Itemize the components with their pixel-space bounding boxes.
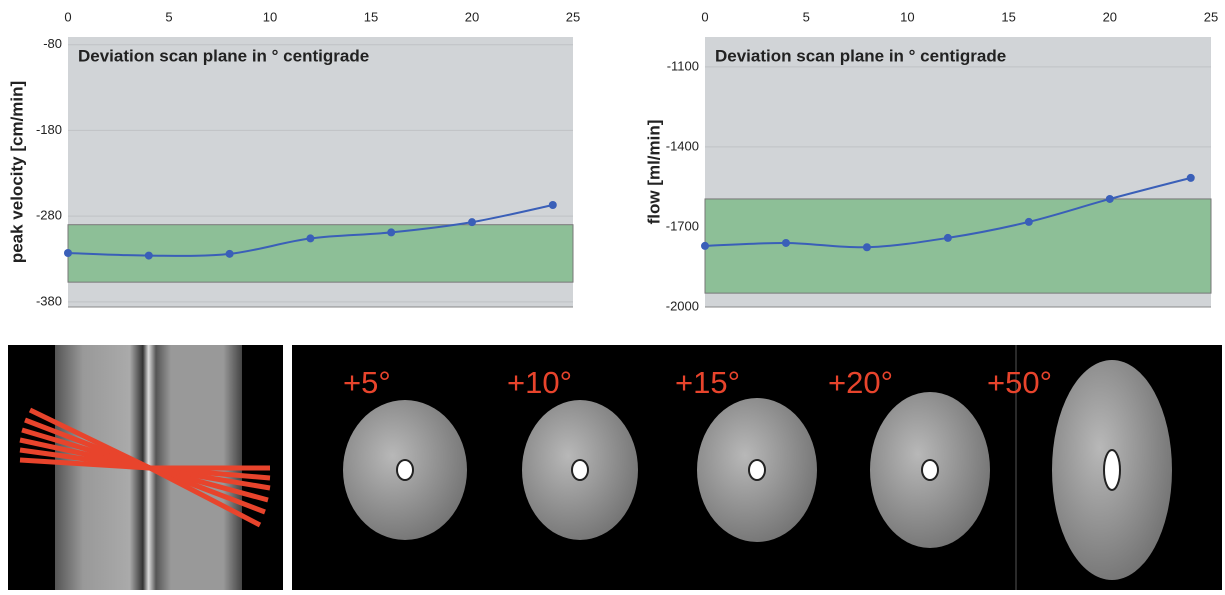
annotation: Deviation scan plane in ° centigrade	[78, 46, 369, 65]
point	[1105, 194, 1114, 203]
x-tick-label: 15	[364, 9, 378, 24]
y-tick-label: -380	[36, 293, 62, 308]
x-tick-label: 10	[263, 9, 277, 24]
point	[943, 233, 952, 242]
x-tick-label: 0	[701, 9, 708, 24]
vessel	[748, 459, 766, 481]
y-axis-label: peak velocity [cm/min]	[7, 81, 26, 263]
image-label: +5°	[343, 365, 391, 400]
vessel	[571, 459, 589, 481]
x-tick-label: 20	[1103, 9, 1117, 24]
point	[387, 228, 396, 237]
image-label: +10°	[507, 365, 572, 400]
point	[64, 249, 72, 257]
point	[548, 201, 557, 209]
reference-band	[704, 198, 1212, 294]
y-tick-label: -280	[36, 208, 62, 223]
x-tick-label: 25	[1204, 9, 1218, 24]
y-tick-label: -1700	[666, 218, 699, 233]
image-label: +20°	[828, 365, 893, 400]
x-tick-label: 10	[900, 9, 914, 24]
x-tick-label: 25	[566, 9, 580, 24]
point	[225, 249, 234, 258]
y-tick-label: -1400	[666, 138, 699, 153]
x-tick-label: 5	[803, 9, 810, 24]
y-axis-label: flow [ml/min]	[644, 120, 663, 225]
point	[144, 251, 153, 260]
image-discs	[343, 360, 1172, 580]
x-tick-label: 20	[465, 9, 479, 24]
reference-band	[67, 224, 574, 283]
annotation: Deviation scan plane in ° centigrade	[715, 46, 1006, 65]
point	[1186, 173, 1195, 182]
y-tick-label: -2000	[666, 298, 699, 313]
left-image	[8, 345, 283, 590]
vessel	[396, 459, 414, 481]
x-tick-label: 15	[1001, 9, 1015, 24]
y-tick-label: -180	[36, 122, 62, 137]
point	[701, 241, 709, 250]
point	[1024, 217, 1033, 226]
image-label: +50°	[987, 365, 1052, 400]
x-tick-label: 5	[165, 9, 172, 24]
point	[781, 238, 790, 247]
y-tick-label: -80	[43, 36, 62, 51]
image-label: +15°	[675, 365, 740, 400]
vessel	[921, 459, 939, 481]
point	[306, 234, 315, 243]
y-tick-label: -1100	[667, 58, 699, 73]
point	[862, 243, 871, 252]
x-tick-label: 0	[64, 9, 71, 24]
point	[468, 218, 476, 227]
vessel	[1103, 449, 1121, 491]
